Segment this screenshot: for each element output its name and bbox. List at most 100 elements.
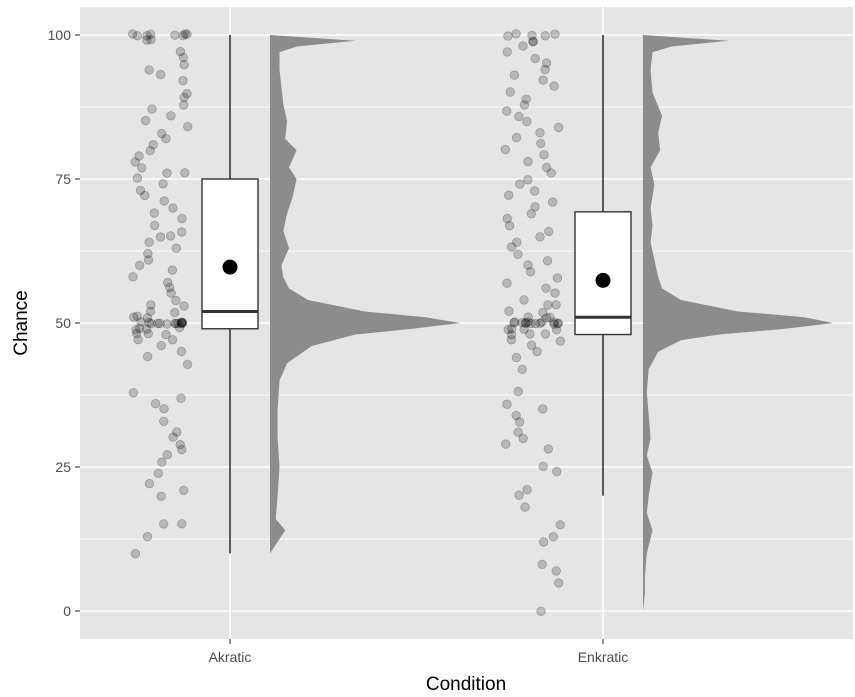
data-point — [514, 490, 524, 500]
data-point — [535, 318, 545, 329]
x-axis: Akratic Enkratic — [209, 639, 629, 665]
data-point — [178, 31, 188, 41]
data-point — [140, 190, 150, 201]
data-point — [511, 410, 521, 421]
data-point — [517, 317, 528, 328]
data-point — [142, 351, 153, 362]
data-point — [543, 444, 554, 454]
data-point — [176, 317, 187, 328]
data-point — [167, 265, 178, 275]
data-point — [542, 256, 553, 266]
mean-point — [222, 259, 238, 275]
data-point — [156, 340, 167, 351]
data-point — [161, 329, 171, 340]
data-point — [530, 53, 540, 64]
data-point — [514, 111, 524, 122]
data-point — [180, 29, 190, 39]
data-point — [545, 312, 555, 323]
data-point — [529, 186, 540, 196]
data-point — [175, 46, 186, 57]
data-point — [523, 260, 533, 270]
data-point — [179, 301, 189, 311]
data-point — [143, 248, 153, 259]
data-point — [171, 243, 182, 253]
x-tick-label: Akratic — [209, 649, 252, 665]
y-tick-label: 25 — [55, 459, 71, 475]
data-point — [152, 318, 163, 329]
data-point — [176, 393, 186, 403]
data-point — [164, 282, 175, 293]
data-point — [130, 157, 140, 167]
data-point — [517, 364, 527, 375]
data-point — [523, 317, 533, 327]
data-point — [503, 31, 513, 41]
data-point — [175, 440, 185, 450]
data-point — [519, 100, 530, 110]
data-point — [509, 318, 519, 328]
data-point — [511, 29, 521, 39]
data-point — [178, 52, 189, 63]
x-tick-label: Enkratic — [578, 649, 629, 665]
data-point — [159, 404, 169, 414]
data-point — [140, 115, 151, 126]
data-point — [502, 278, 512, 288]
data-point — [155, 232, 166, 242]
data-point — [500, 144, 511, 155]
data-point — [158, 519, 169, 529]
boxplots — [201, 35, 632, 554]
data-point — [546, 168, 557, 178]
data-point — [131, 325, 141, 335]
data-point — [165, 231, 176, 241]
data-point — [144, 237, 154, 247]
data-point — [502, 213, 512, 224]
data-point — [170, 307, 180, 318]
data-point — [143, 255, 154, 265]
mean-point — [595, 272, 611, 288]
data-point — [504, 306, 514, 316]
data-point — [502, 399, 512, 409]
data-point — [142, 31, 152, 41]
data-point — [552, 319, 563, 329]
data-point — [551, 566, 561, 576]
data-point — [503, 324, 513, 335]
data-point — [177, 444, 187, 455]
data-point — [128, 272, 138, 282]
data-point — [149, 208, 160, 218]
data-point — [167, 335, 178, 345]
data-point — [528, 37, 538, 47]
data-point — [182, 359, 193, 370]
data-point — [537, 317, 547, 327]
data-point — [171, 295, 181, 306]
data-point — [538, 404, 548, 414]
data-point — [538, 75, 548, 85]
data-point — [141, 324, 152, 335]
data-point — [146, 300, 156, 310]
data-point — [513, 386, 523, 397]
data-point — [156, 128, 167, 139]
data-point — [144, 479, 155, 489]
data-point — [523, 312, 533, 322]
data-point — [134, 260, 145, 271]
data-point — [145, 29, 156, 40]
data-point — [150, 399, 161, 409]
data-point — [532, 346, 542, 357]
data-point — [173, 318, 183, 329]
data-point — [178, 485, 189, 496]
data-point — [549, 317, 559, 327]
density-clouds — [270, 35, 833, 611]
data-point — [146, 34, 156, 45]
data-point — [541, 283, 551, 293]
data-point — [544, 226, 554, 237]
data-point — [552, 273, 563, 283]
data-point — [525, 329, 535, 339]
data-point — [540, 64, 550, 75]
data-point — [553, 122, 564, 133]
data-point — [519, 295, 529, 305]
data-point — [179, 60, 189, 70]
data-point — [547, 197, 558, 207]
data-point — [131, 328, 142, 339]
data-point — [162, 168, 172, 178]
data-point — [162, 450, 173, 460]
data-point — [144, 317, 154, 328]
data-point — [504, 190, 514, 200]
